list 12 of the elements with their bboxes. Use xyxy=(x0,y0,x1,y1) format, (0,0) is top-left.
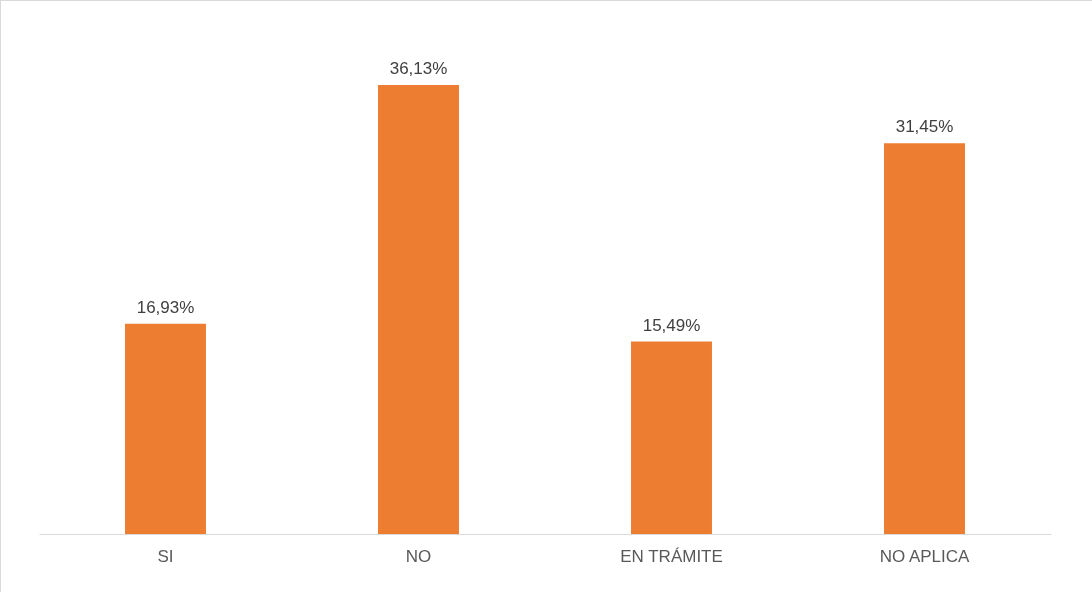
x-tick-label: SI xyxy=(157,546,174,566)
bar xyxy=(378,85,459,534)
bar xyxy=(884,143,965,534)
x-tick-label: EN TRÁMITE xyxy=(620,546,723,566)
bar xyxy=(631,341,712,534)
x-tick-label: NO xyxy=(405,546,432,566)
data-label: 16,93% xyxy=(136,297,195,317)
data-label: 36,13% xyxy=(389,59,448,79)
bar xyxy=(125,323,206,534)
data-label: 31,45% xyxy=(895,117,954,137)
x-tick-label: NO APLICA xyxy=(879,546,971,566)
data-label: 15,49% xyxy=(642,315,701,335)
